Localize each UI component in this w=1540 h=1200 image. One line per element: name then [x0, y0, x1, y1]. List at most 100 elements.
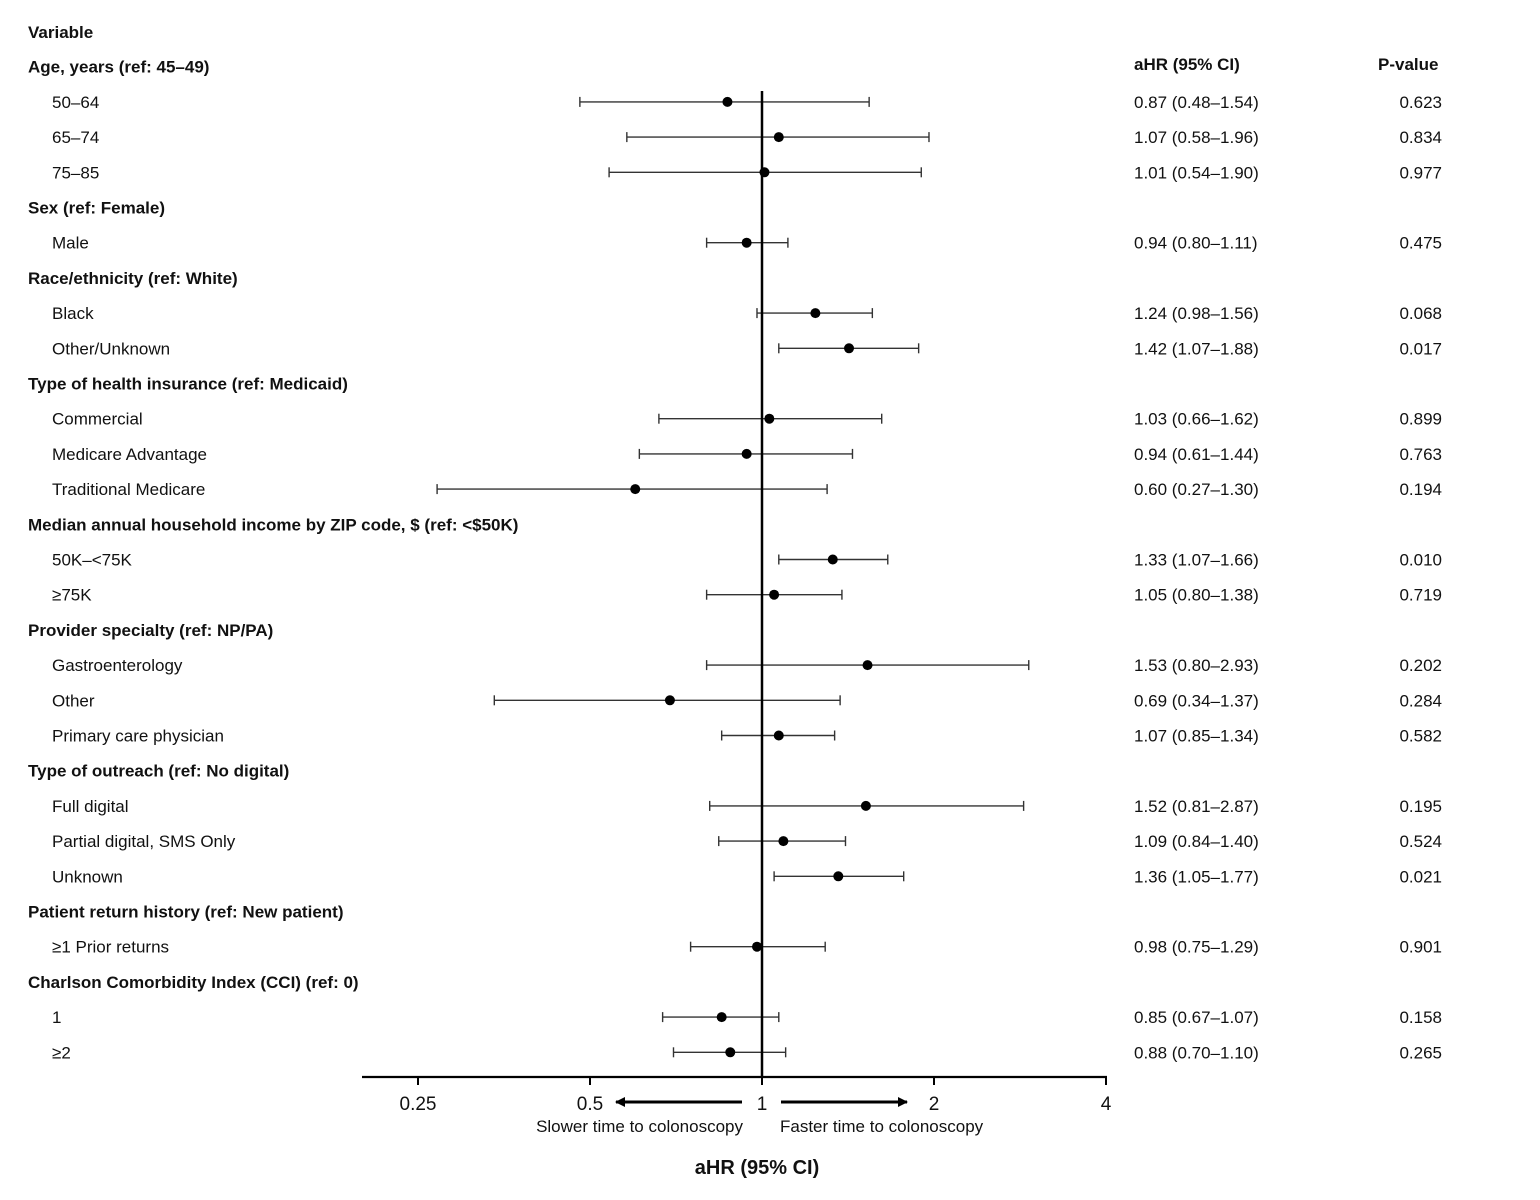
p-value-text: 0.194	[1399, 480, 1442, 499]
row-label: Black	[52, 304, 94, 323]
group-header: Provider specialty (ref: NP/PA)	[28, 621, 273, 640]
point-estimate	[725, 1047, 736, 1058]
estimate-text: 1.09 (0.84–1.40)	[1134, 832, 1259, 851]
point-estimate	[716, 1012, 727, 1023]
row-label: 75–85	[52, 163, 99, 182]
direction-left-label: Slower time to colonoscopy	[536, 1117, 743, 1136]
x-tick-label: 2	[929, 1094, 940, 1115]
estimate-text: 0.85 (0.67–1.07)	[1134, 1008, 1259, 1027]
point-estimate	[741, 237, 752, 248]
estimate-text: 0.94 (0.80–1.11)	[1134, 234, 1258, 253]
estimate-text: 0.69 (0.34–1.37)	[1134, 691, 1259, 710]
p-value-text: 0.021	[1399, 867, 1442, 886]
estimate-text: 0.88 (0.70–1.10)	[1134, 1043, 1259, 1062]
estimate-text: 1.07 (0.85–1.34)	[1134, 727, 1259, 746]
x-tick-label: 0.25	[400, 1094, 437, 1115]
estimate-text: 0.60 (0.27–1.30)	[1134, 480, 1259, 499]
x-tick-label: 1	[757, 1094, 768, 1115]
x-axis: 0.25 0.5 1 2 4	[362, 1075, 1112, 1115]
p-value-text: 0.195	[1399, 797, 1442, 816]
estimate-column-header: aHR (95% CI)	[1134, 55, 1240, 74]
x-tick-label: 4	[1101, 1094, 1112, 1115]
estimate-text: 0.94 (0.61–1.44)	[1134, 445, 1259, 464]
row-label: Full digital	[52, 797, 129, 816]
estimate-text: 1.07 (0.58–1.96)	[1134, 128, 1259, 147]
p-value-text: 0.719	[1399, 586, 1442, 605]
estimate-text: 1.53 (0.80–2.93)	[1134, 656, 1259, 675]
row-label: Partial digital, SMS Only	[52, 832, 236, 851]
estimate-text: 1.52 (0.81–2.87)	[1134, 797, 1259, 816]
row-label: ≥2	[52, 1043, 71, 1062]
row-label: Gastroenterology	[52, 656, 183, 675]
row-label: Male	[52, 234, 89, 253]
group-header: Age, years (ref: 45–49)	[28, 58, 209, 77]
group-header: Sex (ref: Female)	[28, 199, 165, 218]
p-value-text: 0.010	[1399, 551, 1442, 570]
row-label: ≥75K	[52, 586, 92, 605]
p-value-text: 0.623	[1399, 93, 1442, 112]
group-header: Patient return history (ref: New patient…	[28, 903, 343, 922]
point-estimate	[764, 413, 775, 424]
group-header: Charlson Comorbidity Index (CCI) (ref: 0…	[28, 973, 359, 992]
point-estimate	[751, 941, 762, 952]
group-header: Race/ethnicity (ref: White)	[28, 269, 238, 288]
point-estimate	[630, 484, 641, 495]
row-label: Medicare Advantage	[52, 445, 207, 464]
point-estimate	[741, 448, 752, 459]
point-estimate	[827, 554, 838, 565]
row-label: Unknown	[52, 867, 123, 886]
point-estimate	[773, 132, 784, 143]
variable-column-header: Variable	[28, 23, 93, 42]
p-value-text: 0.834	[1399, 128, 1442, 147]
estimate-text: 0.98 (0.75–1.29)	[1134, 938, 1259, 957]
p-value-text: 0.068	[1399, 304, 1442, 323]
point-estimate	[862, 660, 873, 671]
x-tick-label: 0.5	[577, 1094, 603, 1115]
estimate-text: 1.01 (0.54–1.90)	[1134, 163, 1259, 182]
row-label: Other/Unknown	[52, 339, 170, 358]
row-label: Other	[52, 691, 95, 710]
p-value-text: 0.763	[1399, 445, 1442, 464]
row-label: ≥1 Prior returns	[52, 938, 169, 957]
estimate-text: 1.42 (1.07–1.88)	[1134, 339, 1259, 358]
p-value-column-header: P-value	[1378, 55, 1438, 74]
estimate-text: 1.24 (0.98–1.56)	[1134, 304, 1259, 323]
point-estimate	[722, 96, 733, 107]
estimate-text: 1.36 (1.05–1.77)	[1134, 867, 1259, 886]
estimate-text: 1.03 (0.66–1.62)	[1134, 410, 1259, 429]
row-label: 65–74	[52, 128, 99, 147]
p-value-text: 0.158	[1399, 1008, 1442, 1027]
point-estimate	[664, 695, 675, 706]
p-value-text: 0.202	[1399, 656, 1442, 675]
p-value-text: 0.524	[1399, 832, 1442, 851]
p-value-text: 0.582	[1399, 727, 1442, 746]
group-header: Type of health insurance (ref: Medicaid)	[28, 375, 348, 394]
point-estimate	[773, 730, 784, 741]
row-label: Traditional Medicare	[52, 480, 205, 499]
point-estimate	[860, 800, 871, 811]
point-estimate	[778, 836, 789, 847]
p-value-text: 0.475	[1399, 234, 1442, 253]
estimate-text: 1.33 (1.07–1.66)	[1134, 551, 1259, 570]
p-value-text: 0.977	[1399, 163, 1442, 182]
point-estimate	[833, 871, 844, 882]
x-axis-title: aHR (95% CI)	[695, 1157, 819, 1179]
estimate-text: 1.05 (0.80–1.38)	[1134, 586, 1259, 605]
row-label: 1	[52, 1008, 61, 1027]
point-estimate	[810, 308, 821, 319]
direction-right-label: Faster time to colonoscopy	[780, 1117, 984, 1136]
p-value-text: 0.284	[1399, 691, 1442, 710]
point-estimate	[844, 343, 855, 354]
group-header: Type of outreach (ref: No digital)	[28, 762, 289, 781]
group-header: Median annual household income by ZIP co…	[28, 515, 518, 534]
p-value-text: 0.265	[1399, 1043, 1442, 1062]
p-value-text: 0.017	[1399, 339, 1442, 358]
row-label: Primary care physician	[52, 727, 224, 746]
p-value-text: 0.901	[1399, 938, 1442, 957]
row-label: 50–64	[52, 93, 99, 112]
row-label: Commercial	[52, 410, 143, 429]
estimate-text: 0.87 (0.48–1.54)	[1134, 93, 1259, 112]
p-value-text: 0.899	[1399, 410, 1442, 429]
point-estimate	[769, 589, 780, 600]
